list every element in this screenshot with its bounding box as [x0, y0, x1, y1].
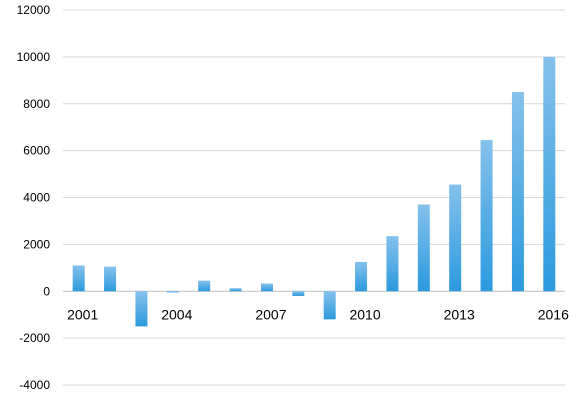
y-tick-label: -4000: [19, 378, 50, 392]
bar-2016: [543, 56, 556, 292]
y-tick-label: 4000: [23, 191, 50, 205]
bar-2007: [260, 283, 273, 292]
bar-2008: [292, 291, 305, 296]
bar-2011: [386, 236, 399, 292]
bar-2015: [511, 92, 524, 292]
bar-2009: [323, 291, 336, 320]
y-tick-label: 8000: [23, 97, 50, 111]
y-tick-label: 10000: [17, 50, 51, 64]
bar-2004: [166, 291, 179, 293]
x-tick-label: 2004: [161, 306, 192, 322]
x-tick-label: 2007: [255, 306, 286, 322]
bars: [72, 56, 556, 327]
y-tick-label: 0: [43, 284, 50, 298]
bar-2013: [449, 184, 462, 292]
y-tick-label: 2000: [23, 237, 50, 251]
x-tick-label: 2013: [444, 306, 475, 322]
bar-2005: [198, 280, 211, 292]
x-tick-label: 2010: [349, 306, 380, 322]
y-tick-label: -2000: [19, 331, 50, 345]
y-tick-label: 6000: [23, 144, 50, 158]
bar-2014: [480, 140, 493, 292]
x-tick-label: 2016: [538, 306, 569, 322]
bar-2012: [417, 204, 430, 292]
x-axis-tick-labels: 2001 2004 2007 2010 2013 2016: [67, 306, 569, 322]
bar-2001: [72, 265, 85, 292]
y-axis-tick-labels: -4000 -2000 0 2000 4000 6000 8000 10000 12000: [17, 3, 51, 392]
bar-2006: [229, 288, 242, 292]
bar-2002: [104, 266, 117, 292]
y-tick-label: 12000: [17, 3, 51, 17]
bar-2003: [135, 291, 148, 327]
bar-2010: [355, 261, 368, 292]
x-tick-label: 2001: [67, 306, 98, 322]
